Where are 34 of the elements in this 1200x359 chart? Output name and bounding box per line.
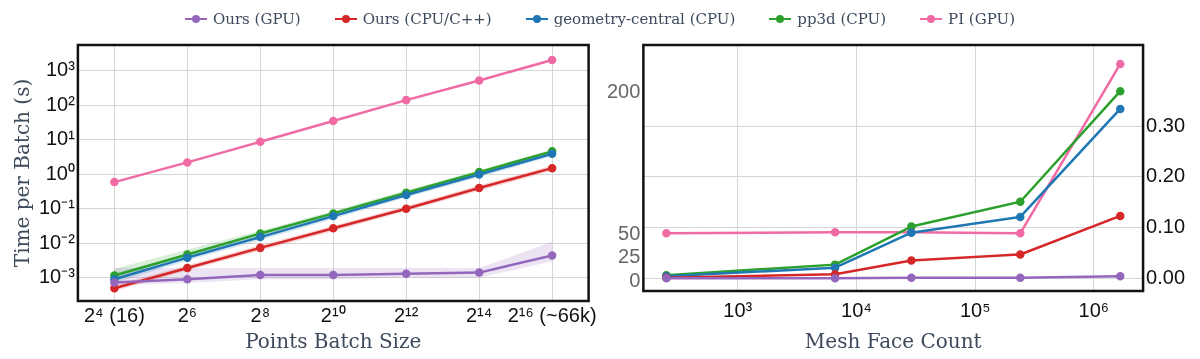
y-tick-label: 10⁻² <box>39 230 76 253</box>
y-tick-label: 10³ <box>46 58 76 81</box>
y-tick-label: 10⁻³ <box>39 265 76 288</box>
y2-tick-label: 0.00 <box>1146 265 1186 288</box>
x-tick-label: 10⁶ <box>1078 298 1110 321</box>
y-tick-label: 200 <box>606 79 641 102</box>
y2-tick-label: 0.20 <box>1146 164 1186 187</box>
y-tick-label: 10² <box>46 92 76 115</box>
x-tick-label: 10⁵ <box>959 298 991 321</box>
x-tick-label: 2¹² <box>393 303 419 326</box>
x-tick-label: 2¹⁶ (~66k) <box>507 303 597 326</box>
y-tick-label: 10¹ <box>46 127 76 150</box>
legend-label: pp3d (CPU) <box>797 10 887 28</box>
x-tick-label: 2⁶ <box>177 303 198 326</box>
legend-label: Ours (CPU/C++) <box>362 10 492 28</box>
y-tick-label: 10⁰ <box>45 161 75 184</box>
y-tick-label: 10⁻¹ <box>39 196 76 219</box>
y-tick-label: 0 <box>629 269 641 292</box>
x-tick-label: 10⁴ <box>841 298 872 321</box>
y-tick-label: 50 <box>618 221 641 244</box>
x-tick-label: 2⁸ <box>250 303 271 326</box>
y-axis-title: Time per Batch (s) <box>10 78 35 268</box>
legend-label: Ours (GPU) <box>212 10 301 28</box>
y-tick-label: 25 <box>618 245 641 268</box>
x-tick-label: 2¹⁰ <box>320 303 346 326</box>
x-axis-title: Points Batch Size <box>245 329 422 354</box>
y2-tick-label: 0.10 <box>1146 215 1186 238</box>
x-axis-title: Mesh Face Count <box>804 329 982 354</box>
y2-tick-label: 0.30 <box>1146 113 1186 136</box>
x-tick-label: 2⁴ (16) <box>83 303 145 326</box>
x-tick-label: 2¹⁴ <box>465 303 493 326</box>
x-tick-label: 10³ <box>723 298 753 321</box>
legend-label: geometry-central (CPU) <box>553 10 736 28</box>
legend-label: PI (GPU) <box>948 10 1016 28</box>
